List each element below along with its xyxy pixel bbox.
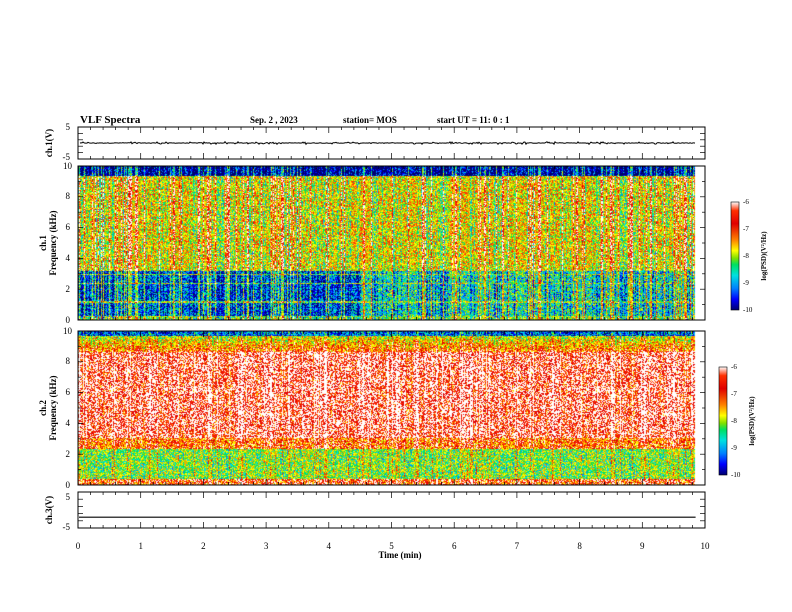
ch1-cbar-tick-6: -6 (743, 198, 749, 206)
time-tick-label: 5 (389, 541, 394, 551)
ch3-waveform-ticks (77, 491, 706, 529)
ch1-colorbar-label: log(PSD)(V²/Hz) (760, 231, 768, 281)
ch3-ytick-top: 5 (66, 492, 71, 502)
time-tick-label: 9 (640, 541, 645, 551)
time-tick-label: 6 (452, 541, 457, 551)
time-axis-tick-labels: 0 1 2 3 4 5 6 7 8 9 10 (76, 541, 710, 551)
time-tick-label: 4 (327, 541, 332, 551)
time-tick-label: 2 (201, 541, 206, 551)
station-label: station= MOS (343, 115, 397, 125)
date-label: Sep. 2 , 2023 (250, 115, 298, 125)
ch1-waveform-panel: 5 -5 ch.1(V) (44, 122, 706, 162)
ch2-ytick-6: 6 (66, 387, 71, 397)
time-tick-label: 0 (76, 541, 81, 551)
start-time-label: start UT = 11: 0 : 1 (437, 115, 510, 125)
ch1-cbar-tick-9: -9 (743, 279, 749, 287)
ch1-ytick-bottom: -5 (63, 152, 71, 162)
ch1-spectrogram-panel: 0 2 4 6 8 10 ch.1Frequency (kHz) (38, 161, 706, 325)
time-tick-label: 8 (577, 541, 582, 551)
ch2-spectrogram-frame (77, 330, 706, 486)
ch2-colorbar-gradient (719, 367, 727, 475)
ch2-ytick-8: 8 (66, 356, 71, 366)
ch2-cbar-tick-9: -9 (731, 444, 737, 452)
ch2-ytick-2: 2 (66, 449, 71, 459)
ch1-spectrogram-frame (77, 165, 706, 321)
time-axis-label: Time (min) (378, 550, 421, 560)
ch2-spectrogram-ylabel: ch.2Frequency (kHz) (38, 375, 58, 440)
time-tick-label: 3 (264, 541, 269, 551)
figure-title: VLF Spectra (80, 114, 141, 126)
ch1-ytick-top: 5 (66, 122, 71, 132)
ch1-colorbar: -6 -7 -8 -9 -10 log(PSD)(V²/Hz) (730, 198, 768, 314)
ch3-waveform-panel: 5 -5 ch.3(V) (44, 491, 706, 532)
ch3-waveform-frame (77, 491, 706, 529)
ch1-ytick-6: 6 (66, 222, 71, 232)
ch2-ytick-0: 0 (66, 480, 71, 490)
ch1-waveform-ylabel: ch.1(V) (44, 129, 54, 157)
ch3-waveform-ylabel: ch.3(V) (44, 496, 54, 524)
time-tick-label: 7 (515, 541, 520, 551)
ch1-waveform-line (79, 140, 696, 146)
ch2-ytick-10: 10 (63, 326, 73, 336)
ch2-cbar-tick-6: -6 (731, 363, 737, 371)
ch1-spectrogram-image (78, 166, 705, 320)
time-tick-label: 10 (701, 541, 711, 551)
ch1-ytick-4: 4 (66, 253, 71, 263)
ch2-cbar-tick-8: -8 (731, 417, 737, 425)
ch1-ytick-0: 0 (66, 315, 71, 325)
ch3-ytick-bottom: -5 (63, 522, 71, 532)
ch2-ytick-4: 4 (66, 418, 71, 428)
ch1-cbar-tick-10: -10 (743, 306, 753, 314)
ch1-colorbar-gradient (731, 202, 739, 310)
ch2-spectrogram-image (78, 331, 705, 485)
ch1-spectrogram-ylabel: ch.1Frequency (kHz) (38, 210, 58, 275)
ch1-ytick-10: 10 (63, 161, 73, 171)
ch1-waveform-frame (77, 126, 706, 160)
ch1-cbar-tick-8: -8 (743, 252, 749, 260)
ch1-ytick-8: 8 (66, 191, 71, 201)
ch1-cbar-tick-7: -7 (743, 225, 749, 233)
time-tick-label: 1 (138, 541, 143, 551)
ch1-ytick-2: 2 (66, 284, 71, 294)
ch2-colorbar: -6 -7 -8 -9 -10 log(PSD)(V²/Hz) (718, 363, 756, 479)
ch2-cbar-tick-10: -10 (731, 471, 741, 479)
ch2-spectrogram-panel: 0 2 4 6 8 10 ch.2Frequency (kHz) (38, 326, 706, 490)
ch2-cbar-tick-7: -7 (731, 390, 737, 398)
ch2-colorbar-label: log(PSD)(V²/Hz) (748, 396, 756, 446)
